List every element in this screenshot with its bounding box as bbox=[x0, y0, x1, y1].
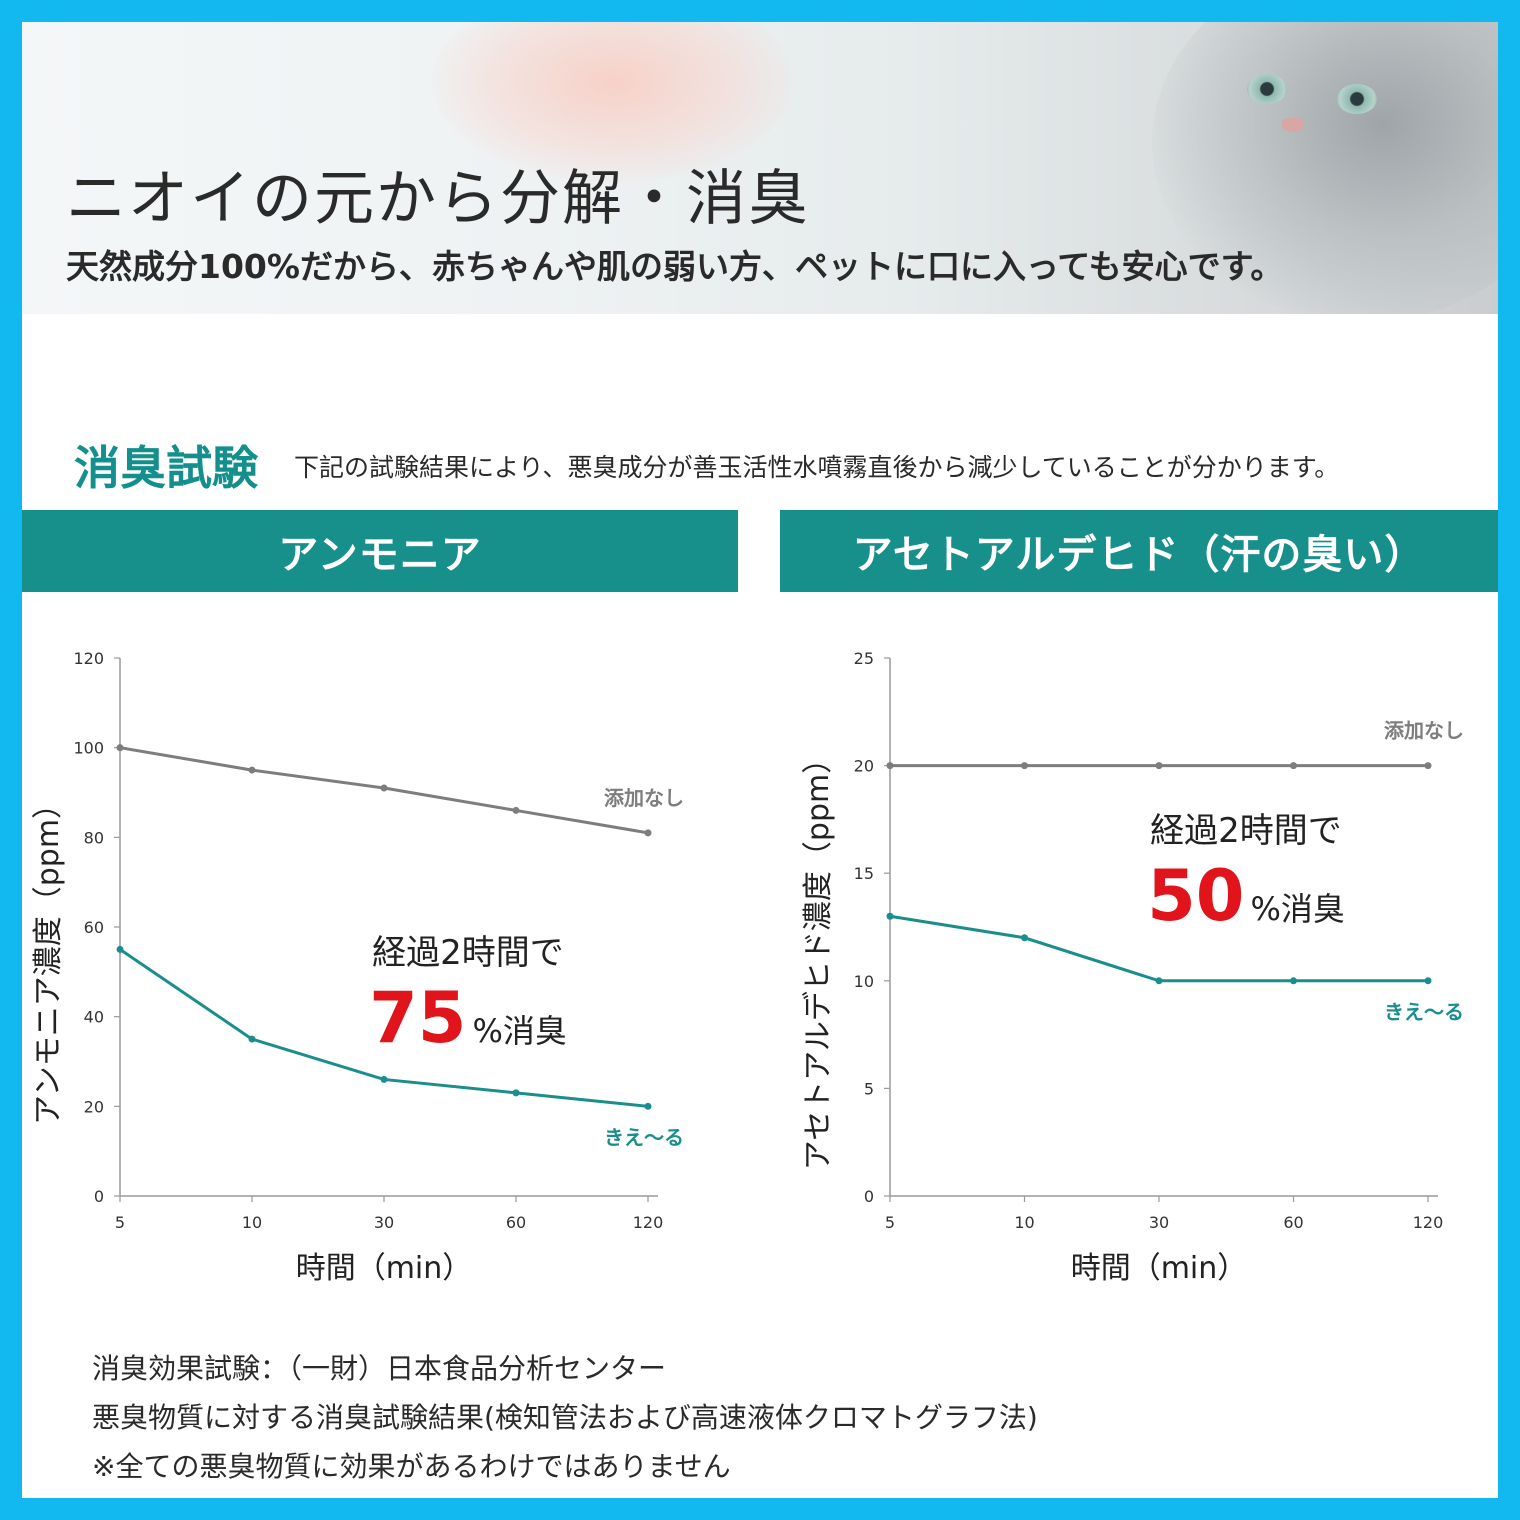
data-point bbox=[1424, 762, 1432, 770]
annotation-percent: 75 bbox=[369, 977, 466, 1059]
data-point bbox=[1424, 977, 1432, 985]
annotation-line: 経過2時間で bbox=[1150, 811, 1342, 851]
x-tick-label: 60 bbox=[506, 1213, 526, 1232]
y-tick-label: 20 bbox=[854, 757, 874, 776]
data-point bbox=[644, 829, 652, 837]
y-tick-label: 25 bbox=[854, 649, 874, 668]
ammonia-chart: 0 20 40 60 80 100 120 5 10 30 60 120 時間（min） アンモニア濃度（… bbox=[31, 649, 684, 1286]
series-label: 添加なし bbox=[604, 786, 684, 810]
cat-nose bbox=[1282, 118, 1304, 132]
annotation-result: 50 %消臭 bbox=[1147, 855, 1345, 937]
footnote-line: 消臭効果試験：（一財）日本食品分析センター bbox=[92, 1352, 667, 1385]
y-tick-label: 0 bbox=[864, 1187, 874, 1206]
hero-banner: ニオイの元から分解・消臭 天然成分100%だから、赤ちゃんや肌の弱い方、ペットに… bbox=[22, 22, 1498, 314]
data-point bbox=[1155, 762, 1163, 770]
cat-image bbox=[1152, 22, 1498, 314]
x-tick-label: 5 bbox=[885, 1213, 895, 1232]
x-tick-label: 30 bbox=[1149, 1213, 1169, 1232]
data-point bbox=[512, 1089, 520, 1097]
data-point bbox=[1021, 934, 1028, 942]
y-tick-label: 60 bbox=[84, 918, 104, 937]
cat-eye bbox=[1337, 84, 1377, 114]
annotation-suffix: %消臭 bbox=[1251, 890, 1345, 928]
y-axis-label: アセトアルデヒド濃度（ppm） bbox=[801, 744, 836, 1170]
data-point bbox=[1021, 762, 1028, 770]
data-point bbox=[248, 1035, 256, 1043]
data-point bbox=[644, 1102, 652, 1110]
data-point bbox=[248, 766, 256, 774]
y-tick-label: 10 bbox=[854, 972, 874, 991]
data-point bbox=[380, 784, 388, 792]
test-description: 下記の試験結果により、悪臭成分が善玉活性水噴霧直後から減少していることが分かりま… bbox=[294, 453, 1340, 482]
y-tick-label: 40 bbox=[84, 1008, 104, 1027]
baby-hand-image bbox=[432, 22, 792, 182]
x-axis-label: 時間（min） bbox=[1071, 1251, 1248, 1286]
data-point bbox=[1290, 762, 1297, 770]
data-point bbox=[886, 762, 894, 770]
footnote-line: 悪臭物質に対する消臭試験結果(検知管法および高速液体クロマトグラフ法) bbox=[92, 1401, 1038, 1434]
y-tick-label: 120 bbox=[73, 649, 104, 668]
data-point bbox=[380, 1075, 388, 1083]
x-axis-label: 時間（min） bbox=[296, 1251, 473, 1286]
data-point bbox=[116, 744, 124, 752]
chart-header-ammonia: アンモニア bbox=[22, 510, 738, 592]
annotation-suffix: %消臭 bbox=[473, 1012, 567, 1050]
x-tick-label: 5 bbox=[115, 1213, 125, 1232]
annotation-percent: 50 bbox=[1147, 855, 1244, 937]
y-tick-label: 20 bbox=[84, 1097, 104, 1116]
series-label: きえ〜る bbox=[604, 1125, 684, 1149]
y-tick-label: 80 bbox=[84, 828, 104, 847]
cat-eye bbox=[1247, 74, 1287, 104]
hero-title: ニオイの元から分解・消臭 bbox=[66, 164, 810, 234]
page-frame: ニオイの元から分解・消臭 天然成分100%だから、赤ちゃんや肌の弱い方、ペットに… bbox=[22, 22, 1498, 1498]
data-point bbox=[886, 912, 894, 920]
y-tick-label: 100 bbox=[73, 739, 104, 758]
y-axis-label: アンモニア濃度（ppm） bbox=[31, 789, 66, 1125]
chart-header-acetaldehyde: アセトアルデヒド（汗の臭い） bbox=[780, 510, 1498, 592]
data-point bbox=[1155, 977, 1163, 985]
test-heading: 消臭試験 bbox=[74, 441, 258, 495]
x-tick-label: 10 bbox=[242, 1213, 262, 1232]
data-point bbox=[1290, 977, 1297, 985]
y-tick-label: 5 bbox=[864, 1079, 874, 1098]
x-tick-label: 120 bbox=[633, 1213, 664, 1232]
data-point bbox=[512, 806, 520, 814]
hero-subtitle: 天然成分100%だから、赤ちゃんや肌の弱い方、ペットに口に入っても安心です。 bbox=[66, 247, 1284, 286]
annotation-line: 経過2時間で bbox=[372, 933, 564, 973]
annotation-result: 75 %消臭 bbox=[369, 977, 567, 1059]
footnote-line: ※全ての悪臭物質に効果があるわけではありません bbox=[92, 1450, 731, 1483]
series-label: きえ〜る bbox=[1384, 1000, 1464, 1024]
x-tick-label: 120 bbox=[1413, 1213, 1444, 1232]
data-point bbox=[116, 945, 124, 953]
x-tick-label: 10 bbox=[1014, 1213, 1034, 1232]
y-tick-label: 0 bbox=[94, 1187, 104, 1206]
y-tick-label: 15 bbox=[854, 864, 874, 883]
series-label: 添加なし bbox=[1384, 719, 1464, 743]
x-tick-label: 60 bbox=[1283, 1213, 1303, 1232]
footnotes: 消臭効果試験：（一財）日本食品分析センター 悪臭物質に対する消臭試験結果(検知管… bbox=[92, 1344, 1038, 1491]
x-tick-label: 30 bbox=[374, 1213, 394, 1232]
